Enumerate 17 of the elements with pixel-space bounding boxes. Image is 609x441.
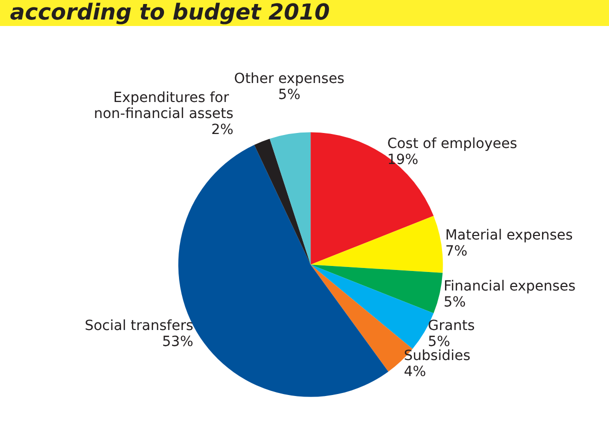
slice-label: Cost of employees bbox=[387, 136, 518, 152]
chart-title: according to budget 2010 bbox=[10, 0, 330, 26]
data-label: 5% bbox=[278, 86, 300, 103]
slice-label: Material expenses bbox=[445, 227, 573, 244]
data-label: 4% bbox=[404, 364, 426, 380]
data-label: 5% bbox=[444, 294, 466, 310]
data-label: 19% bbox=[387, 152, 418, 168]
slice-label: Subsidies bbox=[404, 348, 470, 364]
data-label: 2% bbox=[211, 122, 234, 138]
slice-label: Social transfers bbox=[84, 318, 194, 334]
data-label: 5% bbox=[428, 334, 450, 350]
data-label: 53% bbox=[162, 334, 194, 350]
data-label: 7% bbox=[445, 243, 468, 260]
slice-label: Expenditures for non-financial assets bbox=[94, 90, 234, 122]
slice-label: Other expenses bbox=[234, 70, 344, 87]
slice-label: Financial expenses bbox=[444, 278, 576, 294]
slice-label: Grants bbox=[428, 318, 475, 334]
